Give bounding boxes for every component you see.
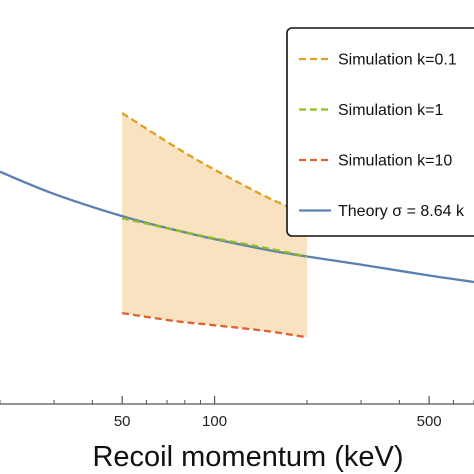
series-lines-layer bbox=[0, 112, 474, 339]
series-line-theory-8-64-k bbox=[0, 170, 474, 284]
x-tick-label: 50 bbox=[114, 413, 131, 430]
legend-items: Simulation k=0.1 Simulation k=1 Simulation… bbox=[299, 52, 465, 220]
uncertainty-band bbox=[122, 113, 307, 338]
x-axis-title: Recoil momentum (keV) bbox=[92, 441, 403, 473]
legend-label: Simulation k=0.1 bbox=[338, 52, 457, 69]
series-line-simulation-k-1 bbox=[121, 217, 308, 258]
uncertainty-band-layer bbox=[122, 113, 307, 338]
legend-label: Theory σ = 8.64 k bbox=[338, 203, 465, 220]
legend-label: Simulation k=1 bbox=[338, 102, 443, 119]
legend-box bbox=[286, 27, 474, 237]
legend-item-theory-8-64-k: Theory σ = 8.64 k bbox=[299, 203, 465, 220]
legend-item-simulation-k-1: Simulation k=1 bbox=[299, 102, 443, 119]
series-line-simulation-k-10 bbox=[121, 311, 308, 339]
legend: Simulation k=0.1 Simulation k=1 Simulation… bbox=[286, 27, 474, 237]
legend-label: Simulation k=10 bbox=[338, 153, 452, 170]
x-tick-labels: 50 100 500 bbox=[114, 413, 442, 430]
x-tick-label: 100 bbox=[202, 413, 227, 430]
legend-item-simulation-k-0-1: Simulation k=0.1 bbox=[299, 52, 457, 69]
x-tick-marks bbox=[0, 396, 474, 404]
legend-item-simulation-k-10: Simulation k=10 bbox=[299, 153, 452, 170]
x-axis: 50 100 500 bbox=[0, 396, 474, 430]
x-tick-label: 500 bbox=[417, 413, 442, 430]
